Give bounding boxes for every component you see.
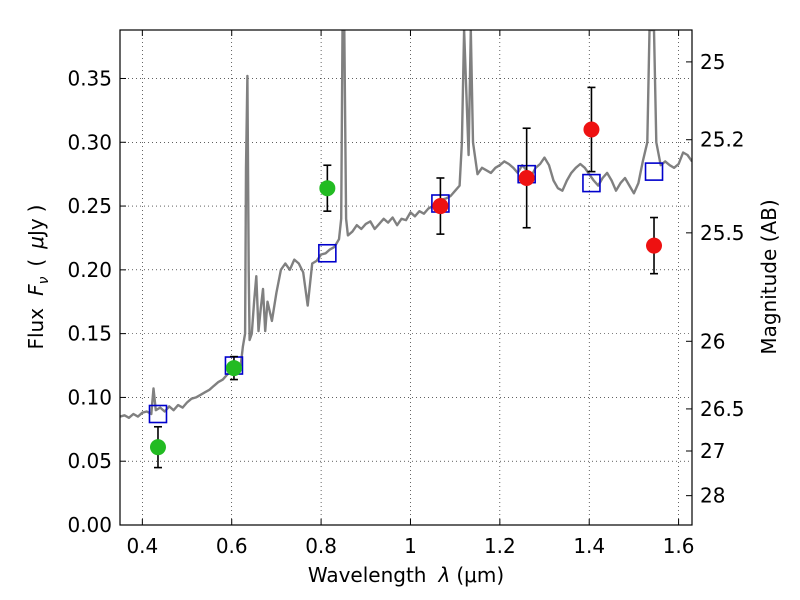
observed-red-marker [518,169,535,186]
plot-area [120,30,692,469]
x-tick-label: 0.4 [126,534,158,558]
axes-frame [119,29,693,526]
y-axis-title: FluxFν(μJy) [24,204,52,349]
model-square-marker [644,162,664,181]
x-tick-label: 1.2 [484,534,516,558]
observed-red-marker [432,198,449,215]
y-tick-label: 0.20 [67,258,112,282]
y2-tick-label: 25.5 [700,221,745,245]
grid [120,30,692,526]
y2-axis-title: Magnitude (AB) [757,199,781,354]
y2-tick-label: 28 [700,484,725,508]
y2-tick-label: 26.5 [700,397,745,421]
y-tick-label: 0.35 [67,66,112,90]
observed-green-marker [225,360,242,377]
y-tick-label: 0.25 [67,194,112,218]
x-tick-label: 1 [404,534,417,558]
observed-green-marker [149,439,166,456]
y-tick-label: 0.05 [67,449,112,473]
x-tick-label: 1.6 [663,534,695,558]
x-tick-label: 0.8 [305,534,337,558]
y-tick-label: 0.30 [67,130,112,154]
y2-tick-label: 27 [700,439,725,463]
model-square-marker [582,173,601,193]
x-axis-title: Wavelength λ (μm) [308,563,504,587]
observed-green-marker [319,180,336,197]
y-tick-label: 0.10 [67,385,112,409]
y-tick-label: 0.15 [67,322,112,346]
y2-tick-label: 25 [700,50,725,74]
y-tick-label: 0.00 [67,513,112,537]
model-square-marker [148,404,168,424]
spectrum-line [120,30,692,419]
x-tick-label: 0.6 [216,534,248,558]
x-tick-label: 1.4 [573,534,605,558]
observed-red-marker [583,121,600,138]
y2-tick-label: 25.2 [700,128,745,152]
y2-tick-label: 26 [700,329,725,353]
observed-red-marker [646,237,663,254]
axis-ticks: 0.4 0.6 0.8 1 1.2 1.4 1.6 0.00 0.05 0.10 0.15 0.20 0… [67,30,745,558]
model-square-marker [318,243,337,263]
